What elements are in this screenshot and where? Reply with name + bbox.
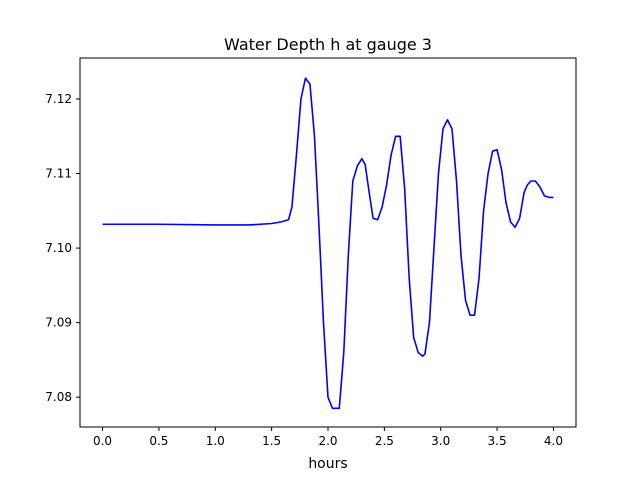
x-tick-label: 1.0 xyxy=(206,434,225,448)
x-tick-label: 0.0 xyxy=(93,434,112,448)
x-tick-label: 3.5 xyxy=(488,434,507,448)
x-tick-label: 4.0 xyxy=(544,434,563,448)
y-tick-label: 7.10 xyxy=(45,241,72,255)
series-line-1 xyxy=(102,77,554,410)
x-tick-label: 0.5 xyxy=(149,434,168,448)
plot-area xyxy=(79,57,577,428)
y-axis-ticks: 7.08 7.09 7.10 7.11 7.12 xyxy=(45,92,80,404)
y-tick-label: 7.09 xyxy=(45,316,72,330)
x-tick-label: 3.0 xyxy=(431,434,450,448)
chart-title: Water Depth h at gauge 3 xyxy=(224,35,432,54)
plot-frame xyxy=(79,57,577,428)
y-tick-label: 7.12 xyxy=(45,92,72,106)
y-tick-label: 7.11 xyxy=(45,167,72,181)
x-axis-ticks: 0.0 0.5 1.0 1.5 2.0 2.5 3.0 3.5 4.0 xyxy=(93,427,563,448)
x-axis-label: hours xyxy=(308,456,347,472)
y-tick-label: 7.08 xyxy=(45,390,72,404)
x-tick-label: 2.0 xyxy=(318,434,337,448)
x-tick-label: 2.5 xyxy=(375,434,394,448)
x-tick-label: 1.5 xyxy=(262,434,281,448)
